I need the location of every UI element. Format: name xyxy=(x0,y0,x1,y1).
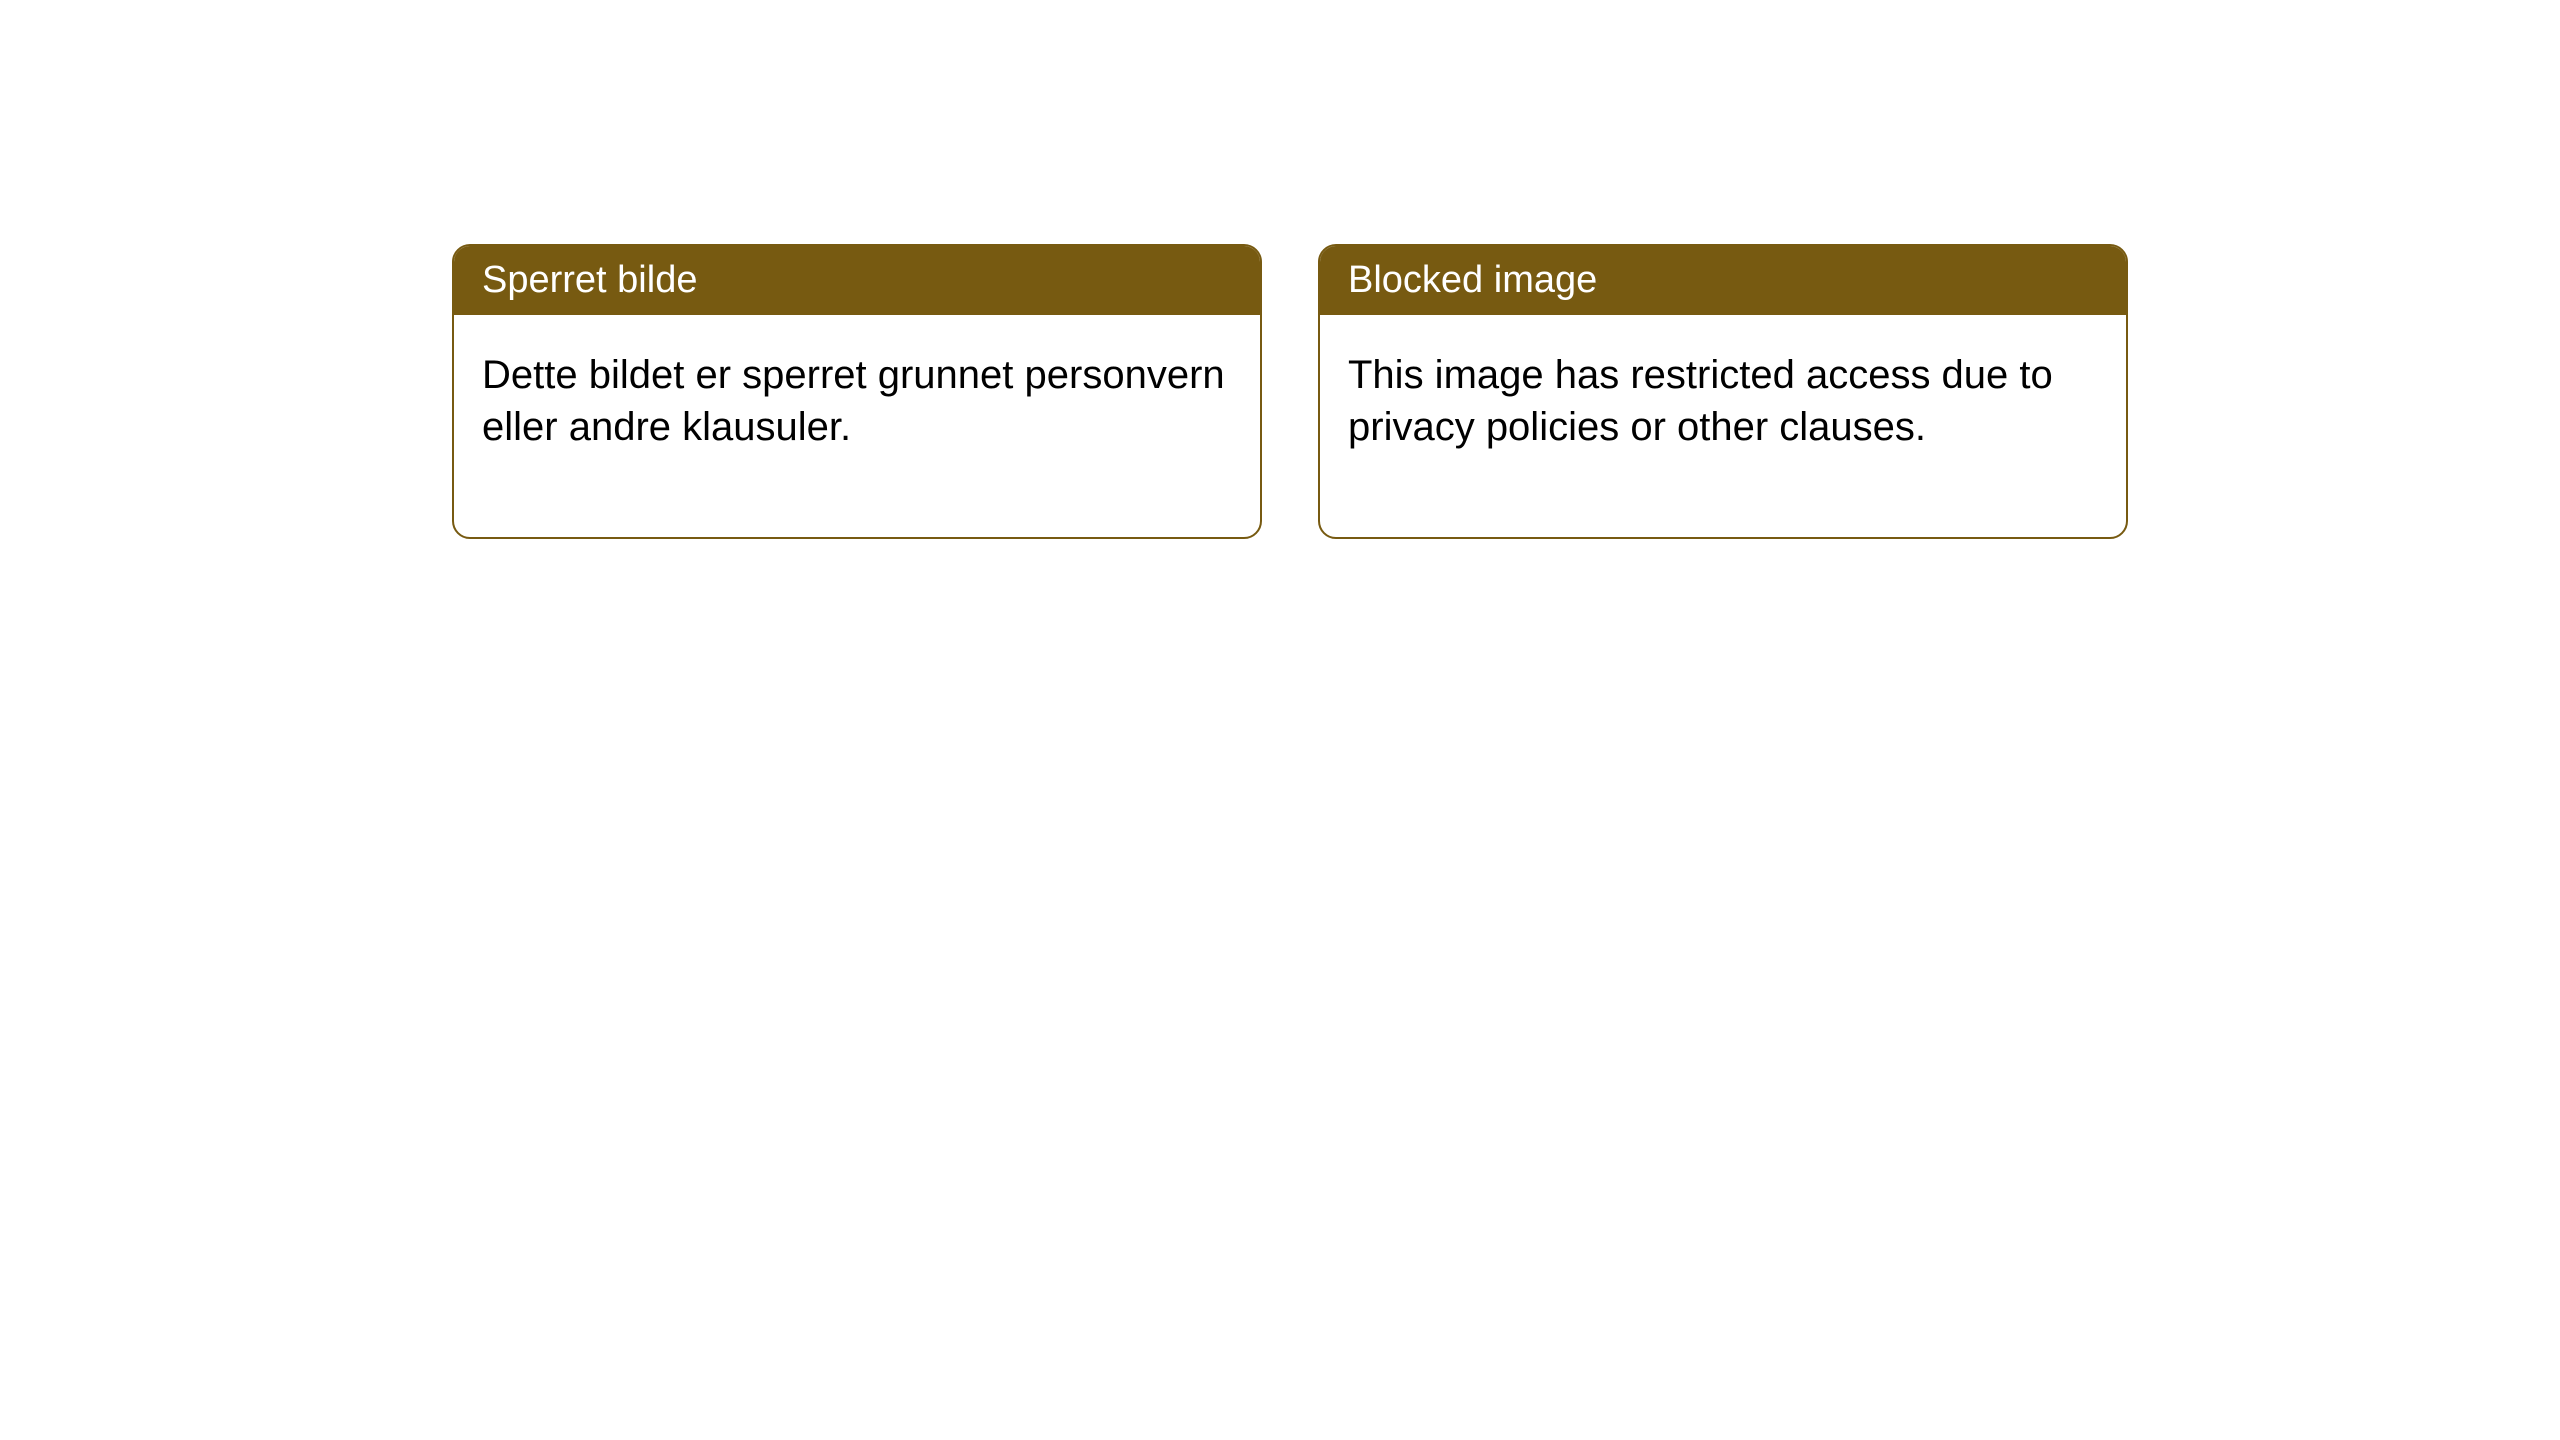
notice-title: Sperret bilde xyxy=(482,259,697,301)
notice-header: Sperret bilde xyxy=(454,246,1260,315)
notice-header: Blocked image xyxy=(1320,246,2126,315)
notice-body: Dette bildet er sperret grunnet personve… xyxy=(454,315,1260,537)
notice-title: Blocked image xyxy=(1348,259,1597,301)
notice-message: Dette bildet er sperret grunnet personve… xyxy=(482,353,1225,449)
notice-body: This image has restricted access due to … xyxy=(1320,315,2126,537)
notice-box-english: Blocked image This image has restricted … xyxy=(1318,244,2128,539)
notice-box-norwegian: Sperret bilde Dette bildet er sperret gr… xyxy=(452,244,1262,539)
notice-container: Sperret bilde Dette bildet er sperret gr… xyxy=(0,0,2560,539)
notice-message: This image has restricted access due to … xyxy=(1348,353,2053,449)
